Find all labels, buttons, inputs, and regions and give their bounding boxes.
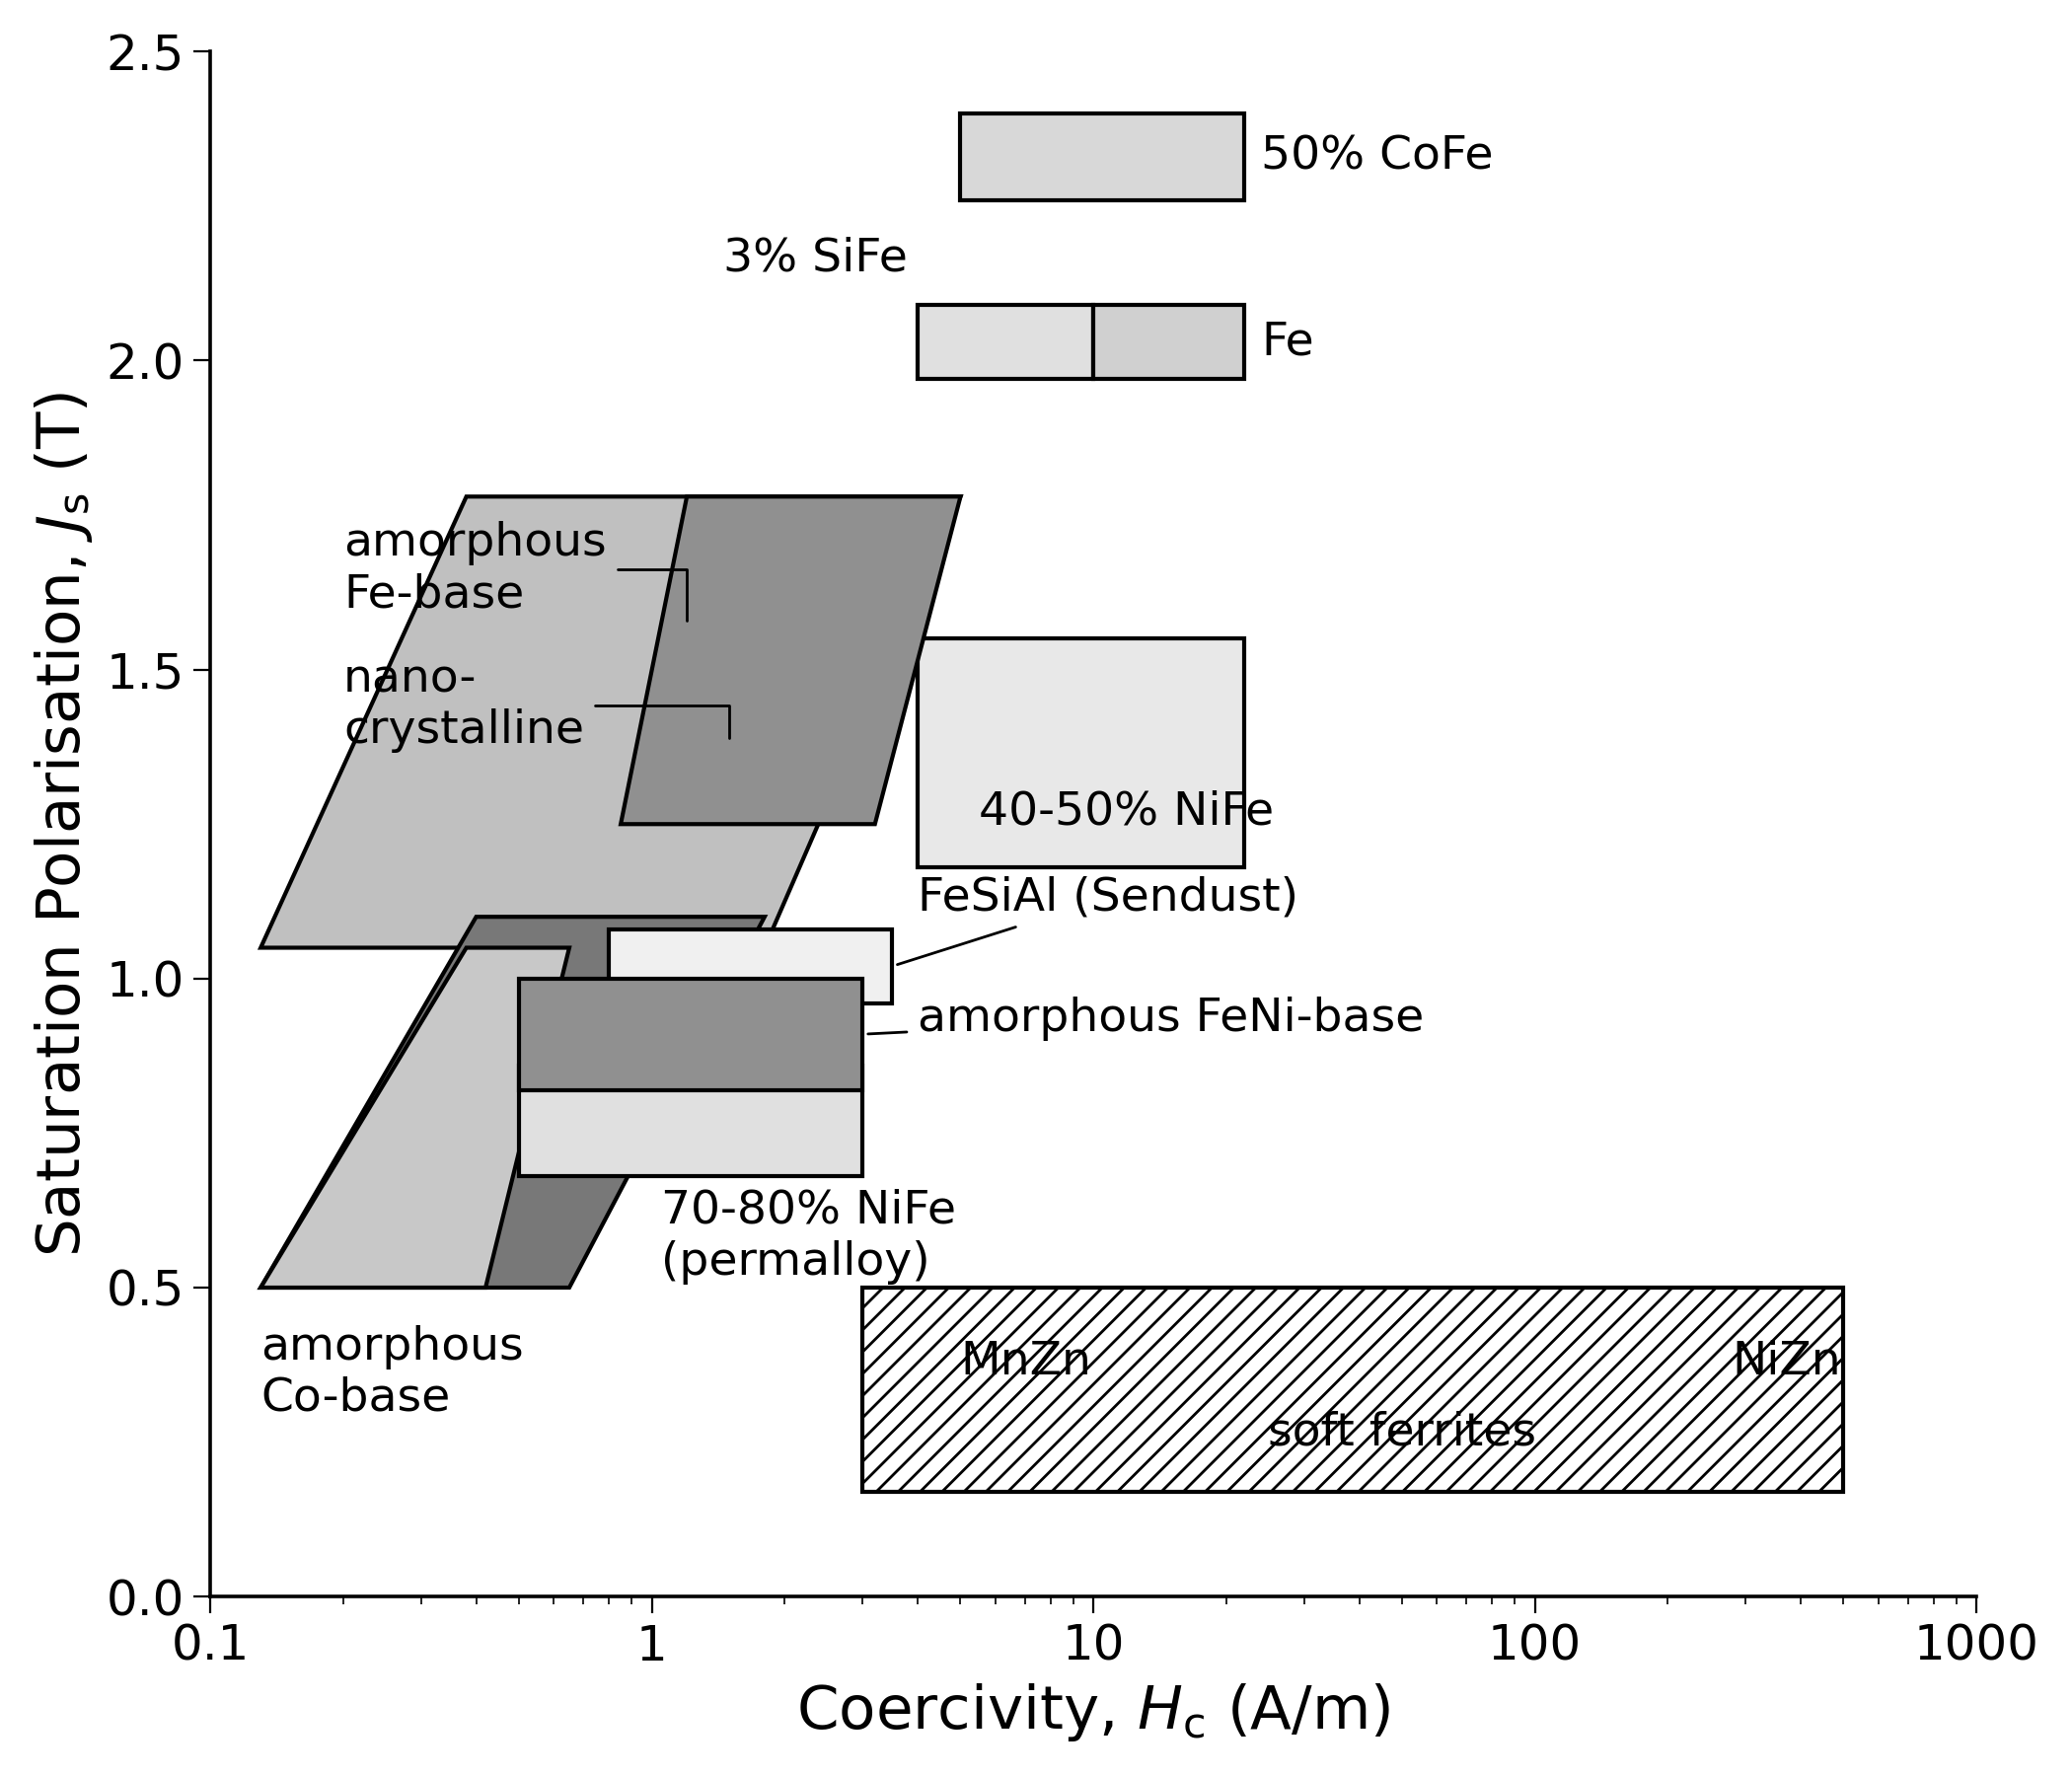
- Text: amorphous FeNi-base: amorphous FeNi-base: [868, 996, 1423, 1041]
- Bar: [518, 1066, 862, 1176]
- Bar: [1094, 305, 1245, 378]
- Y-axis label: Saturation Polarisation, $J_\mathrm{s}$ (T): Saturation Polarisation, $J_\mathrm{s}$ …: [33, 391, 95, 1257]
- Text: Fe: Fe: [1262, 320, 1314, 364]
- X-axis label: Coercivity, $H_\mathrm{c}$ (A/m): Coercivity, $H_\mathrm{c}$ (A/m): [796, 1680, 1390, 1742]
- Text: amorphous
Co-base: amorphous Co-base: [261, 1325, 524, 1421]
- Text: 40-50% NiFe: 40-50% NiFe: [978, 790, 1274, 835]
- Text: nano-
crystalline: nano- crystalline: [344, 657, 729, 753]
- Bar: [961, 114, 1245, 201]
- Polygon shape: [261, 948, 570, 1288]
- Text: NiZn: NiZn: [1732, 1339, 1842, 1384]
- Polygon shape: [261, 497, 961, 948]
- Bar: [918, 305, 1094, 378]
- Bar: [518, 979, 862, 1090]
- Text: amorphous
Fe-base: amorphous Fe-base: [344, 522, 686, 622]
- Text: 50% CoFe: 50% CoFe: [1262, 135, 1494, 179]
- Text: MnZn: MnZn: [961, 1339, 1092, 1384]
- Polygon shape: [622, 497, 961, 824]
- Bar: [918, 639, 1245, 867]
- Bar: [862, 1288, 1844, 1492]
- Text: FeSiAl (Sendust): FeSiAl (Sendust): [897, 876, 1299, 964]
- Text: 3% SiFe: 3% SiFe: [723, 236, 908, 281]
- Polygon shape: [261, 916, 765, 1288]
- Text: 70-80% NiFe
(permalloy): 70-80% NiFe (permalloy): [661, 1188, 957, 1284]
- Bar: [609, 929, 893, 1003]
- Text: soft ferrites: soft ferrites: [1268, 1410, 1535, 1455]
